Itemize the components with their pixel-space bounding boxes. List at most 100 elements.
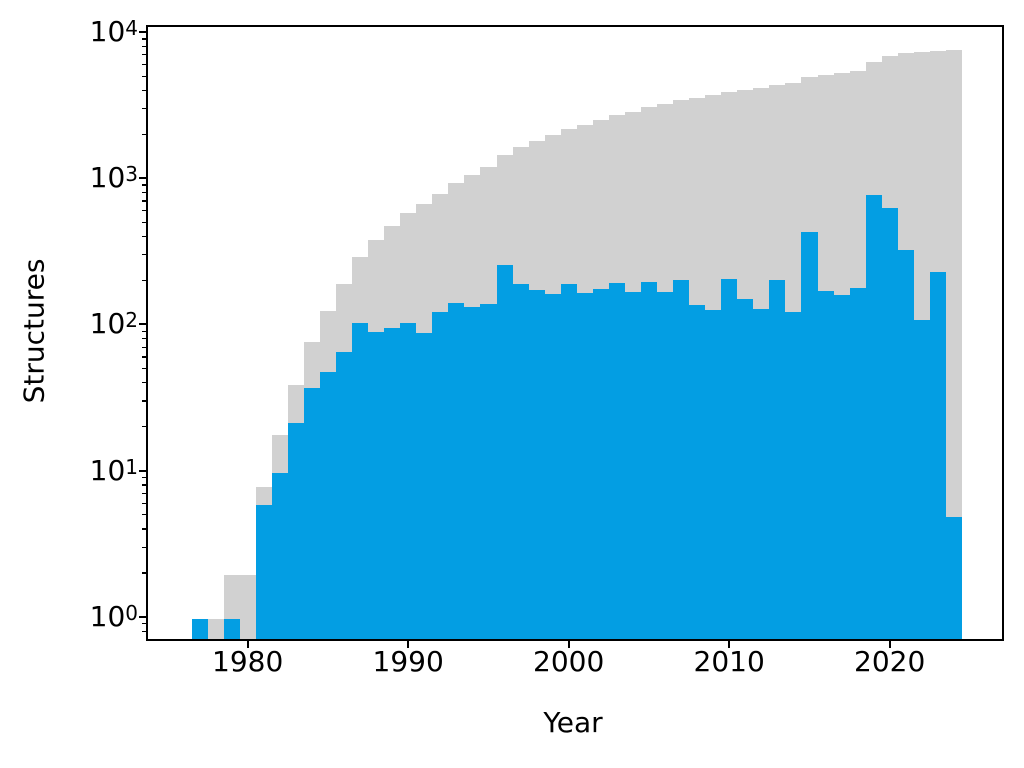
y-axis-major-tick <box>139 323 146 326</box>
y-axis-minor-tick <box>142 184 146 186</box>
bar-cumulative <box>945 50 963 639</box>
y-axis-minor-tick <box>142 279 146 282</box>
bar-annual <box>865 194 883 639</box>
y-axis-minor-tick <box>142 338 146 340</box>
bar-annual <box>319 371 337 639</box>
y-axis-minor-tick <box>142 38 146 40</box>
y-axis-minor-tick <box>142 623 146 625</box>
y-axis-minor-tick <box>142 382 146 384</box>
y-axis-major-tick <box>139 31 146 33</box>
bar-annual <box>480 304 497 639</box>
x-axis-tick <box>888 641 891 648</box>
bar-annual <box>769 280 786 639</box>
y-axis-major-tick <box>139 615 146 618</box>
y-axis-major-tick <box>139 177 146 180</box>
y-tick-label: 104 <box>89 15 138 48</box>
x-axis-tick <box>407 641 410 648</box>
bar-annual <box>592 289 610 639</box>
bar-annual <box>913 319 931 639</box>
bar-annual <box>657 292 674 639</box>
y-axis-minor-tick <box>142 89 146 92</box>
bar-annual <box>496 265 513 639</box>
y-axis-minor-tick <box>142 367 146 370</box>
x-tick-label: 2000 <box>533 645 605 678</box>
x-tick-label: 2010 <box>693 645 765 678</box>
y-axis-minor-tick <box>142 221 146 224</box>
bar-annual <box>801 232 818 639</box>
y-tick-label: 100 <box>89 599 138 633</box>
bar-annual <box>416 333 433 639</box>
y-axis-minor-tick <box>142 54 146 56</box>
bar-annual <box>737 299 754 639</box>
bar-annual <box>849 288 867 639</box>
bar-annual <box>576 292 594 639</box>
x-axis-tick <box>567 641 570 648</box>
bar-annual <box>544 293 562 639</box>
bar-annual <box>721 278 738 639</box>
y-tick-label: 102 <box>89 307 138 341</box>
bar-annual <box>753 308 770 639</box>
bar-annual <box>303 387 321 639</box>
bar-annual <box>705 310 722 639</box>
y-axis-minor-tick <box>142 210 146 212</box>
bar-annual <box>255 505 273 639</box>
plot-area <box>146 25 1004 641</box>
bar-annual <box>817 291 835 639</box>
bar-annual <box>560 284 578 639</box>
bar-annual <box>608 283 626 639</box>
y-axis-minor-tick <box>142 630 146 632</box>
y-axis-minor-tick <box>142 528 146 530</box>
y-axis-minor-tick <box>142 191 146 194</box>
y-axis-minor-tick <box>142 63 146 66</box>
bar-annual <box>368 331 385 639</box>
y-axis-major-tick <box>139 469 146 472</box>
y-axis-minor-tick <box>142 346 146 348</box>
bar-annual <box>689 304 706 639</box>
y-axis-minor-tick <box>142 107 146 110</box>
y-axis-minor-tick <box>142 514 146 516</box>
bar-annual <box>945 516 963 639</box>
bar-annual <box>223 618 241 639</box>
y-axis-minor-tick <box>142 133 146 136</box>
bar-annual <box>400 323 417 639</box>
bar-annual <box>528 289 546 639</box>
bar-annual <box>384 327 401 639</box>
x-tick-label: 1980 <box>212 645 284 678</box>
bar-annual <box>448 302 465 639</box>
y-axis-minor-tick <box>142 484 146 486</box>
bar-cumulative <box>239 574 257 639</box>
y-axis-minor-tick <box>142 356 146 358</box>
y-axis-minor-tick <box>142 330 146 332</box>
x-tick-label: 1990 <box>372 645 444 678</box>
y-axis-minor-tick <box>142 235 146 238</box>
x-axis-tick <box>246 641 249 648</box>
bar-annual <box>352 323 369 639</box>
y-axis-minor-tick <box>142 400 146 402</box>
bar-annual <box>897 250 915 639</box>
y-axis-minor-tick <box>142 476 146 479</box>
bar-annual <box>785 311 802 639</box>
y-axis-minor-tick <box>142 572 146 574</box>
bar-annual <box>881 207 899 639</box>
y-axis-label: Structures <box>17 258 51 404</box>
y-tick-label: 103 <box>89 161 138 195</box>
y-axis-minor-tick <box>142 492 146 495</box>
y-axis-minor-tick <box>142 75 146 77</box>
bar-annual <box>833 295 850 639</box>
bar-annual <box>432 312 449 639</box>
bar-annual <box>336 351 353 639</box>
y-axis-minor-tick <box>142 426 146 428</box>
bar-annual <box>640 282 658 639</box>
bar-annual <box>624 291 642 639</box>
bars-layer <box>148 27 1002 639</box>
bar-annual <box>929 272 947 639</box>
x-axis-tick <box>728 641 731 648</box>
bar-annual <box>287 422 305 639</box>
y-axis-minor-tick <box>142 45 146 48</box>
x-axis-label: Year <box>543 706 603 739</box>
y-axis-minor-tick <box>142 254 146 256</box>
x-tick-label: 2020 <box>854 645 926 678</box>
bar-annual <box>191 618 209 639</box>
y-axis-minor-tick <box>142 502 146 504</box>
